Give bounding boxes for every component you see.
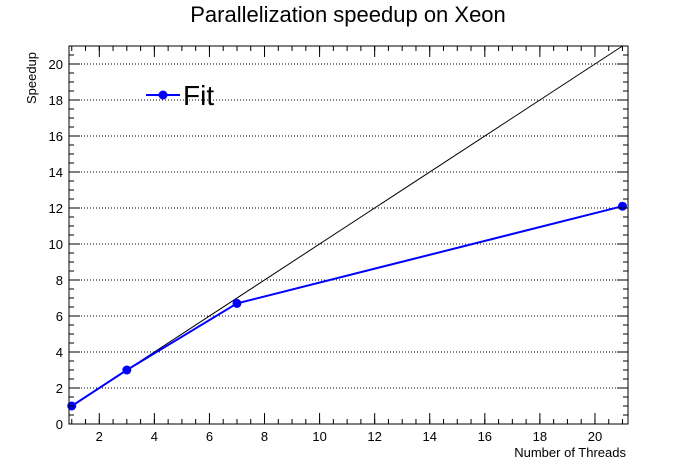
x-tick-label: 10 bbox=[312, 429, 326, 444]
y-tick-label: 2 bbox=[56, 381, 63, 396]
x-tick-label: 20 bbox=[588, 429, 602, 444]
legend: Fit bbox=[146, 80, 214, 111]
chart-title: Parallelization speedup on Xeon bbox=[190, 2, 506, 27]
axis-ticks: 0 2 4 6 8 10 12 14 16 18 20 2 4 6 8 10 12 14 16 18 20 bbox=[49, 45, 628, 444]
y-tick-label: 14 bbox=[49, 165, 63, 180]
grid-lines bbox=[69, 63, 628, 389]
y-tick-label: 0 bbox=[56, 417, 63, 432]
y-tick-label: 12 bbox=[49, 201, 63, 216]
y-tick-label: 20 bbox=[49, 57, 63, 72]
y-tick-label: 8 bbox=[56, 273, 63, 288]
x-tick-label: 18 bbox=[533, 429, 547, 444]
data-point bbox=[232, 298, 242, 308]
x-tick-label: 6 bbox=[206, 429, 213, 444]
x-tick-label: 14 bbox=[422, 429, 436, 444]
data-point bbox=[122, 365, 132, 375]
x-axis-label: Number of Threads bbox=[514, 445, 626, 460]
y-axis-label: Speedup bbox=[24, 52, 39, 104]
ideal-speedup-line bbox=[71, 45, 623, 407]
legend-marker bbox=[158, 90, 168, 100]
y-tick-label: 10 bbox=[49, 237, 63, 252]
data-point bbox=[617, 201, 627, 211]
y-tick-label: 16 bbox=[49, 129, 63, 144]
x-tick-label: 2 bbox=[96, 429, 103, 444]
series-layer bbox=[67, 201, 627, 411]
legend-label-fit: Fit bbox=[183, 80, 214, 111]
x-tick-label: 8 bbox=[261, 429, 268, 444]
y-tick-label: 6 bbox=[56, 309, 63, 324]
plot-frame bbox=[68, 45, 629, 425]
reference-line bbox=[71, 45, 623, 407]
x-tick-label: 16 bbox=[478, 429, 492, 444]
x-tick-label: 12 bbox=[367, 429, 381, 444]
series-line bbox=[71, 205, 623, 407]
y-tick-label: 4 bbox=[56, 345, 63, 360]
x-tick-label: 4 bbox=[151, 429, 158, 444]
y-tick-label: 18 bbox=[49, 93, 63, 108]
